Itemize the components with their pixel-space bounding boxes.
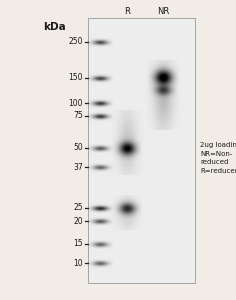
Text: 50: 50	[73, 143, 83, 152]
Bar	[88, 18, 195, 283]
Text: R: R	[124, 8, 130, 16]
Text: 25: 25	[73, 203, 83, 212]
Text: 150: 150	[68, 74, 83, 82]
Text: 20: 20	[73, 217, 83, 226]
Text: 100: 100	[68, 98, 83, 107]
Text: 37: 37	[73, 163, 83, 172]
Text: 10: 10	[73, 259, 83, 268]
Text: 250: 250	[68, 38, 83, 46]
Text: 15: 15	[73, 239, 83, 248]
Text: 75: 75	[73, 112, 83, 121]
Text: kDa: kDa	[44, 22, 66, 32]
Text: 2ug loading
NR=Non-
reduced
R=reduced: 2ug loading NR=Non- reduced R=reduced	[200, 142, 236, 174]
Text: NR: NR	[157, 8, 169, 16]
